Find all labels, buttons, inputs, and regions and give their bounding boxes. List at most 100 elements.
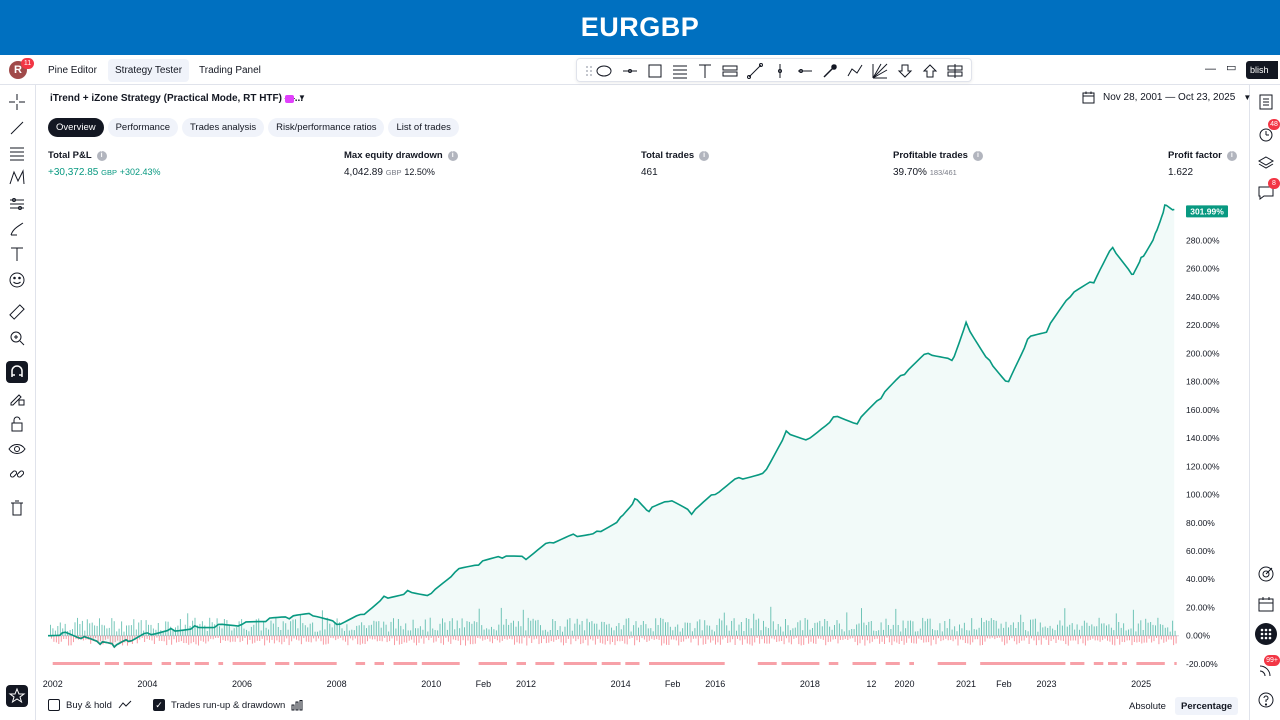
layers-icon[interactable] — [1255, 152, 1277, 174]
drawdown-bar — [212, 635, 214, 640]
calendar-icon[interactable] — [1255, 593, 1277, 615]
horizontal-ray-icon[interactable] — [620, 61, 640, 81]
drawdown-bar — [786, 635, 787, 639]
date-range-selector[interactable]: Nov 28, 2001 — Oct 23, 2025 ▼ — [1082, 91, 1251, 104]
trend-line-icon[interactable] — [745, 61, 765, 81]
drawdown-bar — [866, 635, 868, 641]
runup-bar — [549, 630, 551, 636]
tab-strategy-tester[interactable]: Strategy Tester — [108, 59, 190, 82]
chevron-down-icon[interactable]: ▼ — [298, 93, 306, 102]
runup-bar — [111, 618, 113, 636]
drawdown-period — [885, 662, 900, 665]
minimize-icon[interactable]: — — [1205, 63, 1216, 75]
info-icon[interactable]: i — [972, 150, 983, 161]
runup-bar — [331, 627, 333, 636]
help-icon[interactable] — [1255, 689, 1277, 711]
runup-bar — [789, 630, 791, 636]
runup-bar — [260, 630, 262, 636]
strategy-color-icon[interactable] — [285, 95, 294, 103]
drawdown-bar — [129, 635, 131, 643]
target-icon[interactable] — [1255, 563, 1277, 585]
checkbox-checked[interactable]: ✓ — [153, 699, 165, 711]
runup-bar — [157, 623, 159, 636]
favorites-star-icon[interactable] — [6, 685, 28, 707]
link-icon[interactable] — [6, 463, 28, 485]
horizontal-line-icon[interactable] — [795, 61, 815, 81]
runup-bar — [106, 628, 108, 636]
publish-button[interactable]: blish — [1246, 61, 1278, 79]
gann-fan-icon[interactable] — [870, 61, 890, 81]
vertical-line-icon[interactable] — [770, 61, 790, 81]
runup-bar — [1049, 625, 1051, 636]
equity-chart[interactable]: 300.00%280.00%260.00%240.00%220.00%200.0… — [36, 191, 1249, 691]
percentage-toggle[interactable]: Percentage — [1175, 697, 1239, 715]
magnet-icon[interactable] — [6, 361, 28, 383]
brush-icon[interactable] — [6, 218, 28, 240]
apps-grid-icon[interactable] — [1255, 623, 1277, 645]
news-feed-icon[interactable]: 99+ — [1255, 655, 1280, 681]
drawdown-bar — [244, 635, 246, 638]
checkbox-unchecked[interactable] — [48, 699, 60, 711]
absolute-toggle[interactable]: Absolute — [1129, 700, 1166, 712]
drawdown-bar — [871, 635, 873, 642]
brush-tool-icon[interactable] — [820, 61, 840, 81]
tab-pine-editor[interactable]: Pine Editor — [48, 65, 97, 76]
arrow-up-icon[interactable] — [920, 61, 940, 81]
runup-bar — [907, 620, 909, 636]
ellipse-tool-icon[interactable] — [594, 61, 614, 81]
ruler-icon[interactable] — [6, 301, 28, 323]
alerts-icon[interactable]: 48 — [1255, 119, 1280, 145]
lock-icon[interactable] — [6, 413, 28, 435]
path-tool-icon[interactable] — [845, 61, 865, 81]
watchlist-icon[interactable] — [1255, 91, 1277, 113]
runup-bar — [846, 612, 848, 636]
lock-drawing-icon[interactable] — [6, 387, 28, 409]
runup-bar — [544, 629, 546, 636]
info-icon[interactable]: i — [96, 150, 107, 161]
rectangle-tool-icon[interactable] — [645, 61, 665, 81]
drawdown-bar — [472, 635, 474, 645]
tab-trading-panel[interactable]: Trading Panel — [199, 65, 261, 76]
tab-list-of-trades[interactable]: List of trades — [388, 118, 459, 137]
projection-tool-icon[interactable] — [6, 193, 28, 215]
chat-icon[interactable]: 8 — [1255, 178, 1280, 204]
runup-bar — [998, 628, 1000, 636]
metric-label: Profitable trades — [893, 150, 968, 161]
tab-overview[interactable]: Overview — [48, 118, 104, 137]
maximize-icon[interactable]: ▭ — [1226, 62, 1237, 74]
runup-bar — [863, 622, 865, 636]
info-icon[interactable]: i — [1226, 150, 1237, 161]
drawdown-bar — [327, 635, 329, 644]
info-icon[interactable]: i — [447, 150, 458, 161]
tab-risk-ratios[interactable]: Risk/performance ratios — [268, 118, 385, 137]
drawdown-bar — [200, 635, 202, 641]
buy-hold-checkbox[interactable]: Buy & hold — [48, 699, 132, 711]
info-icon[interactable]: i — [699, 150, 710, 161]
trash-icon[interactable] — [6, 497, 28, 519]
drawdown-bar — [722, 635, 724, 640]
strategy-title[interactable]: iTrend + iZone Strategy (Practical Mode,… — [50, 93, 304, 104]
fib-tool-icon[interactable] — [6, 142, 28, 164]
last-value-badge — [1186, 205, 1228, 218]
date-range-icon[interactable] — [720, 61, 740, 81]
crosshair-icon[interactable] — [6, 91, 28, 113]
drawdown-period — [852, 662, 877, 665]
zoom-in-icon[interactable] — [6, 327, 28, 349]
drawdown-bar — [641, 635, 643, 639]
text-tool-icon[interactable] — [695, 61, 715, 81]
arrow-down-icon[interactable] — [895, 61, 915, 81]
pattern-tool-icon[interactable] — [6, 167, 28, 189]
tab-trades-analysis[interactable]: Trades analysis — [181, 118, 265, 137]
drawdown-period — [516, 662, 526, 665]
runup-checkbox[interactable]: ✓ Trades run-up & drawdown — [153, 699, 303, 711]
tab-performance[interactable]: Performance — [107, 118, 178, 137]
x-tick-label: 2014 — [611, 679, 631, 689]
runup-bar — [804, 618, 806, 636]
fib-retracement-icon[interactable] — [670, 61, 690, 81]
drag-handle-icon[interactable] — [579, 61, 592, 81]
text-icon[interactable] — [6, 243, 28, 265]
eye-icon[interactable] — [6, 438, 28, 460]
emoji-icon[interactable] — [6, 269, 28, 291]
price-range-icon[interactable] — [945, 61, 965, 81]
trend-line-tool-icon[interactable] — [6, 117, 28, 139]
